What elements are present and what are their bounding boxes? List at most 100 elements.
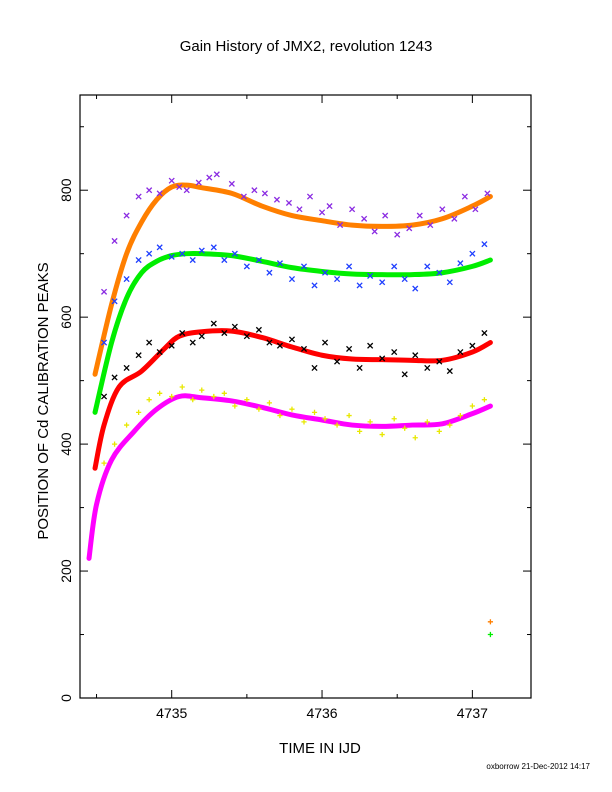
data-point bbox=[356, 282, 363, 289]
data-point bbox=[318, 209, 326, 216]
data-point bbox=[123, 276, 130, 283]
data-point bbox=[311, 364, 318, 371]
data-point bbox=[349, 206, 356, 213]
data-point bbox=[179, 384, 185, 390]
fit-curves bbox=[86, 182, 493, 561]
data-point bbox=[391, 416, 397, 422]
data-point bbox=[213, 171, 220, 178]
data-point bbox=[198, 333, 205, 340]
data-point bbox=[487, 631, 494, 638]
data-point bbox=[424, 364, 431, 371]
data-point bbox=[221, 329, 228, 337]
data-point bbox=[206, 174, 213, 181]
data-point bbox=[156, 244, 163, 251]
data-point bbox=[306, 193, 314, 200]
data-point bbox=[100, 288, 108, 295]
data-point bbox=[183, 187, 190, 194]
x-tick-label: 4737 bbox=[457, 705, 488, 721]
data-point bbox=[300, 345, 308, 352]
data-points bbox=[100, 171, 494, 638]
data-point bbox=[416, 212, 423, 219]
data-point bbox=[266, 400, 273, 406]
data-point bbox=[231, 323, 238, 330]
fit-curve bbox=[92, 328, 493, 471]
data-point bbox=[273, 196, 280, 203]
data-point bbox=[189, 256, 196, 264]
data-point bbox=[221, 256, 228, 264]
data-point bbox=[190, 397, 196, 403]
data-point bbox=[484, 190, 491, 197]
data-point bbox=[379, 431, 385, 438]
data-point bbox=[266, 269, 273, 276]
data-point bbox=[255, 256, 262, 264]
data-point bbox=[439, 206, 446, 213]
data-point bbox=[436, 269, 443, 276]
data-point bbox=[100, 339, 108, 346]
data-point bbox=[402, 425, 408, 431]
x-tick-label: 4736 bbox=[306, 705, 337, 721]
data-point bbox=[232, 403, 238, 409]
data-point bbox=[469, 403, 475, 409]
data-point bbox=[276, 260, 284, 267]
data-point bbox=[367, 272, 374, 279]
data-point bbox=[296, 206, 303, 213]
data-point bbox=[321, 269, 329, 276]
data-point bbox=[412, 352, 419, 359]
data-point bbox=[189, 339, 196, 346]
data-point bbox=[391, 263, 398, 270]
x-axis-label: TIME IN IJD bbox=[279, 740, 361, 757]
data-point bbox=[391, 349, 398, 356]
data-point bbox=[457, 412, 463, 419]
y-tick-label: 800 bbox=[58, 178, 74, 202]
chart-title: Gain History of JMX2, revolution 1243 bbox=[180, 38, 433, 55]
data-point bbox=[101, 460, 107, 466]
data-point bbox=[156, 349, 163, 356]
data-point bbox=[346, 412, 352, 419]
data-point bbox=[481, 397, 487, 403]
data-point bbox=[157, 390, 163, 396]
data-point bbox=[111, 441, 118, 447]
data-point bbox=[481, 329, 488, 337]
data-point bbox=[211, 393, 217, 400]
data-point bbox=[156, 190, 163, 197]
data-point bbox=[168, 177, 175, 184]
data-point bbox=[288, 276, 296, 283]
data-point bbox=[401, 371, 408, 378]
data-point bbox=[168, 253, 175, 260]
data-point bbox=[337, 222, 344, 229]
data-point bbox=[334, 422, 340, 428]
data-point bbox=[111, 374, 118, 381]
y-tick-label: 0 bbox=[58, 694, 74, 702]
data-point bbox=[346, 263, 353, 270]
data-point bbox=[169, 393, 175, 400]
fit-curve bbox=[92, 182, 493, 377]
data-point bbox=[111, 298, 118, 305]
y-axis-label: POSITION OF Cd CALIBRATION PEAKS bbox=[35, 262, 52, 539]
data-point bbox=[447, 422, 453, 428]
data-point bbox=[124, 422, 130, 428]
data-point bbox=[198, 247, 205, 254]
x-axis-ticks: 4735 4736 4737 bbox=[96, 95, 488, 721]
data-point bbox=[412, 435, 418, 441]
data-point bbox=[481, 241, 488, 248]
data-point bbox=[179, 329, 186, 337]
data-point bbox=[146, 397, 152, 403]
data-point bbox=[168, 342, 175, 349]
data-point bbox=[276, 342, 284, 349]
y-tick-label: 200 bbox=[58, 559, 74, 583]
data-point bbox=[379, 279, 386, 286]
data-point bbox=[457, 260, 464, 267]
data-point bbox=[321, 339, 329, 346]
data-point bbox=[334, 358, 341, 365]
data-point bbox=[240, 193, 247, 200]
data-point bbox=[451, 215, 458, 222]
data-point bbox=[123, 364, 130, 371]
y-tick-label: 600 bbox=[58, 305, 74, 329]
data-point bbox=[285, 199, 293, 206]
data-point bbox=[401, 276, 408, 283]
data-point bbox=[322, 416, 328, 422]
data-point bbox=[436, 358, 443, 365]
data-point bbox=[179, 250, 186, 257]
data-point bbox=[136, 409, 142, 415]
